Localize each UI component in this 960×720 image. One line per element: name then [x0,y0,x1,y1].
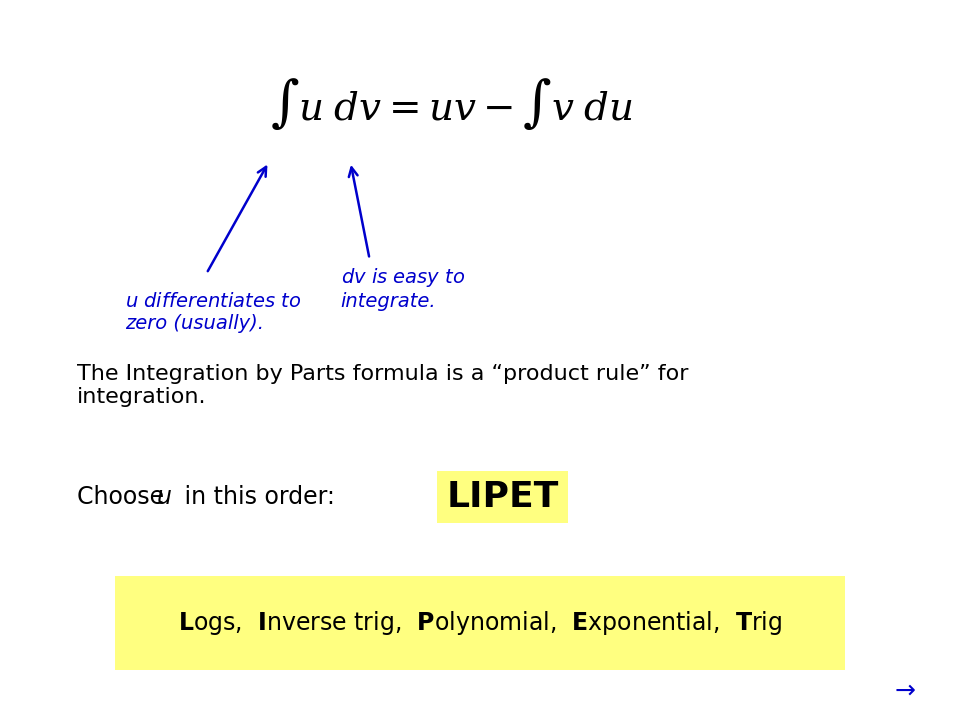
Text: in this order:: in this order: [177,485,334,509]
Text: The Integration by Parts formula is a “product rule” for
integration.: The Integration by Parts formula is a “p… [77,364,688,407]
Text: $u$ differentiates to
zero (usually).: $u$ differentiates to zero (usually). [125,292,300,333]
FancyBboxPatch shape [115,576,845,670]
Text: LIPET: LIPET [446,480,559,514]
Text: $\rightarrow$: $\rightarrow$ [890,678,917,702]
Text: $\int u\; dv = uv - \int v\; du$: $\int u\; dv = uv - \int v\; du$ [270,76,633,132]
Text: $dv$ is easy to
integrate.: $dv$ is easy to integrate. [341,266,466,311]
Text: $u$: $u$ [156,485,173,509]
Text: Choose: Choose [77,485,172,509]
Text: $\mathbf{L}$ogs,  $\mathbf{I}$nverse trig,  $\mathbf{P}$olynomial,  $\mathbf{E}$: $\mathbf{L}$ogs, $\mathbf{I}$nverse trig… [178,609,782,636]
